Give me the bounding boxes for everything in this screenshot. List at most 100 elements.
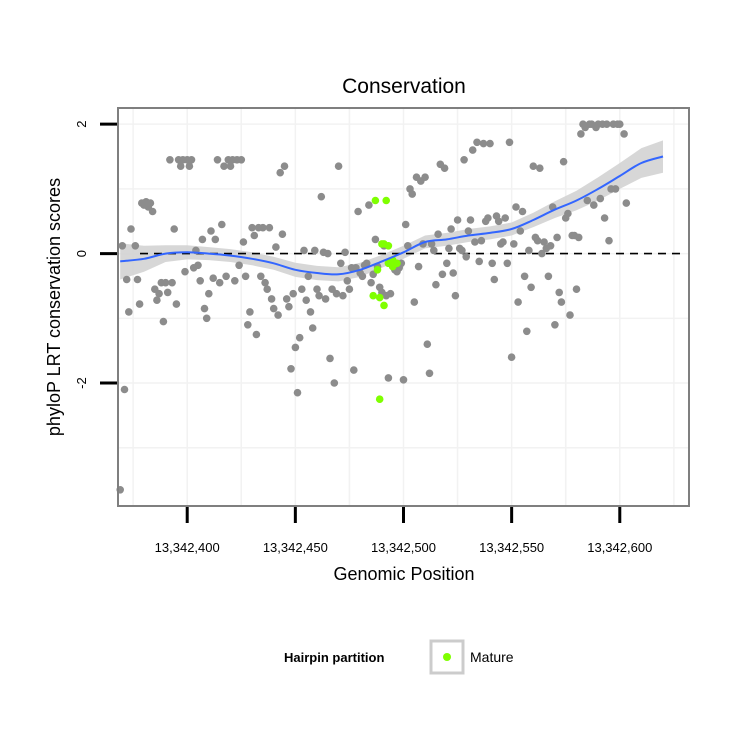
data-point — [252, 330, 261, 339]
data-point — [276, 168, 285, 177]
data-point — [386, 289, 395, 298]
data-point — [473, 138, 481, 147]
data-point — [505, 138, 514, 147]
data-point — [205, 289, 213, 298]
data-point-mature — [382, 196, 391, 205]
data-point — [503, 259, 512, 268]
data-point — [540, 238, 548, 246]
data-point — [362, 259, 371, 268]
data-point — [345, 285, 354, 294]
data-point — [590, 201, 598, 209]
data-point — [583, 196, 592, 205]
data-point — [494, 217, 503, 226]
data-point — [321, 295, 330, 303]
data-point — [278, 230, 287, 238]
data-point — [295, 333, 304, 342]
y-tick-label: -2 — [74, 377, 89, 389]
data-point — [168, 278, 176, 287]
data-point — [451, 291, 460, 300]
legend: Hairpin partition Mature — [284, 639, 514, 675]
data-point — [176, 162, 185, 170]
data-point — [185, 162, 194, 170]
data-point — [267, 295, 276, 303]
data-point — [488, 259, 497, 268]
data-point — [514, 298, 522, 306]
data-point — [170, 225, 178, 233]
data-point — [414, 262, 423, 271]
data-point — [600, 214, 609, 222]
data-point — [161, 278, 170, 287]
data-point — [466, 216, 475, 224]
data-point — [172, 300, 181, 308]
data-point — [211, 235, 220, 244]
data-point — [358, 272, 367, 281]
data-point — [324, 249, 332, 258]
data-point — [432, 280, 440, 289]
data-point — [520, 272, 529, 281]
data-point — [131, 242, 140, 250]
data-point — [611, 185, 620, 193]
data-point — [559, 157, 568, 166]
data-point — [215, 278, 224, 287]
data-point-mature — [371, 196, 380, 205]
data-point — [438, 270, 447, 279]
data-point — [148, 207, 157, 216]
data-point — [471, 238, 479, 246]
data-point — [282, 295, 291, 303]
data-point — [163, 288, 172, 297]
data-point — [209, 274, 217, 283]
data-point — [512, 203, 520, 211]
data-point — [447, 225, 455, 233]
data-point-mature — [388, 262, 397, 271]
data-point-mature — [380, 240, 388, 248]
data-point — [293, 388, 302, 397]
data-point — [308, 324, 317, 332]
data-point — [479, 139, 488, 148]
data-point — [525, 246, 533, 255]
points-mature — [369, 196, 401, 404]
data-point — [317, 192, 326, 201]
legend-key-box — [429, 639, 465, 675]
data-point — [516, 227, 525, 235]
data-point — [464, 227, 473, 235]
data-point — [408, 190, 417, 198]
data-point — [538, 249, 546, 258]
data-point — [622, 199, 631, 207]
data-point — [153, 296, 161, 305]
data-point — [300, 246, 308, 255]
y-tick-label: 0 — [74, 250, 89, 257]
data-point — [425, 369, 434, 378]
data-point — [250, 231, 259, 240]
data-point — [244, 321, 252, 329]
data-point — [468, 146, 477, 154]
data-point — [315, 291, 323, 300]
data-point — [616, 120, 624, 128]
data-point — [220, 162, 228, 170]
data-point — [445, 244, 453, 253]
plot-panel — [116, 107, 690, 507]
data-point — [202, 314, 211, 323]
data-point — [399, 376, 408, 384]
data-point — [166, 156, 174, 164]
x-tick-label: 13,342,450 — [263, 540, 328, 555]
data-point — [207, 227, 215, 235]
data-point — [239, 238, 248, 246]
data-point-mature — [375, 293, 384, 302]
data-point — [350, 366, 358, 374]
data-point — [572, 285, 581, 294]
data-point — [544, 272, 553, 281]
data-point — [365, 201, 373, 209]
data-point — [231, 277, 239, 285]
data-point — [341, 248, 349, 257]
data-point — [434, 230, 442, 238]
data-point — [274, 311, 282, 319]
data-point — [337, 259, 345, 268]
y-tick-label: 2 — [74, 121, 89, 128]
data-point — [330, 379, 339, 387]
smooth-line — [120, 155, 664, 276]
data-point — [298, 285, 306, 294]
data-point — [304, 272, 313, 281]
data-point — [533, 236, 542, 245]
data-point — [194, 261, 202, 270]
legend-title: Hairpin partition — [284, 650, 384, 665]
